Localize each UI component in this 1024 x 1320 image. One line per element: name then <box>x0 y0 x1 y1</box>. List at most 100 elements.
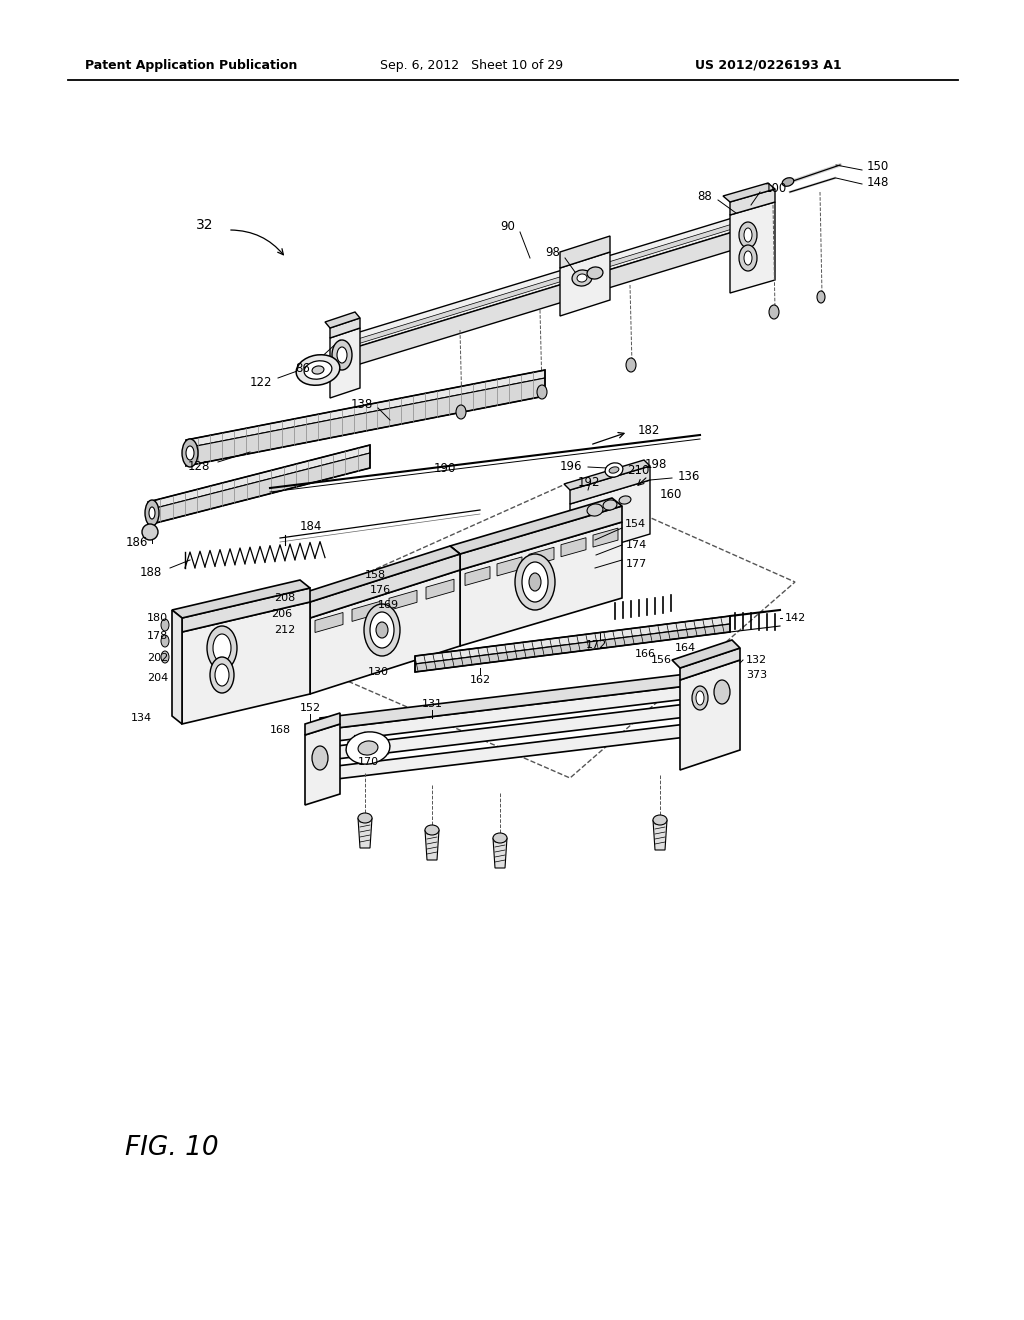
Polygon shape <box>172 579 310 618</box>
Polygon shape <box>493 838 507 869</box>
Ellipse shape <box>620 496 631 504</box>
Text: 132: 132 <box>746 655 767 665</box>
Polygon shape <box>730 202 775 293</box>
Polygon shape <box>300 546 460 602</box>
Polygon shape <box>570 466 650 504</box>
Text: 156: 156 <box>651 655 672 665</box>
Text: 174: 174 <box>626 540 647 550</box>
Ellipse shape <box>346 731 390 764</box>
Text: 212: 212 <box>273 624 295 635</box>
Text: 198: 198 <box>645 458 668 471</box>
Ellipse shape <box>161 635 169 647</box>
Ellipse shape <box>653 814 667 825</box>
Polygon shape <box>680 648 740 680</box>
Text: 154: 154 <box>625 519 646 529</box>
Ellipse shape <box>364 605 400 656</box>
Ellipse shape <box>692 686 708 710</box>
Text: 210: 210 <box>627 463 649 477</box>
Polygon shape <box>450 498 622 554</box>
Ellipse shape <box>739 222 757 248</box>
Text: 184: 184 <box>300 520 323 533</box>
Ellipse shape <box>425 825 439 836</box>
Text: 86: 86 <box>295 362 310 375</box>
Text: 100: 100 <box>765 181 787 194</box>
Ellipse shape <box>142 524 158 540</box>
Polygon shape <box>450 546 460 645</box>
Polygon shape <box>182 602 310 723</box>
Text: 98: 98 <box>545 247 560 260</box>
Polygon shape <box>319 685 695 743</box>
Text: 182: 182 <box>638 424 660 437</box>
Ellipse shape <box>161 619 169 631</box>
Text: US 2012/0226193 A1: US 2012/0226193 A1 <box>695 58 842 71</box>
Ellipse shape <box>358 813 372 822</box>
Polygon shape <box>653 820 667 850</box>
Polygon shape <box>330 318 360 338</box>
Text: 172: 172 <box>586 640 606 649</box>
Text: 206: 206 <box>271 609 292 619</box>
Polygon shape <box>564 459 650 490</box>
Ellipse shape <box>312 366 324 374</box>
Polygon shape <box>593 528 618 546</box>
Text: 136: 136 <box>678 470 700 483</box>
Ellipse shape <box>587 267 603 279</box>
Polygon shape <box>389 590 417 610</box>
Polygon shape <box>348 214 768 346</box>
Ellipse shape <box>817 290 825 304</box>
Polygon shape <box>310 570 460 694</box>
Ellipse shape <box>515 554 555 610</box>
Text: 166: 166 <box>635 649 655 659</box>
Polygon shape <box>723 183 775 202</box>
Text: 162: 162 <box>469 675 490 685</box>
Text: 186: 186 <box>126 536 148 549</box>
Ellipse shape <box>215 664 229 686</box>
Polygon shape <box>340 209 772 350</box>
Polygon shape <box>300 594 310 694</box>
Polygon shape <box>672 640 740 668</box>
Ellipse shape <box>744 228 752 242</box>
Ellipse shape <box>358 741 378 755</box>
Text: 196: 196 <box>559 459 582 473</box>
Text: 169: 169 <box>378 601 398 610</box>
Text: 128: 128 <box>187 459 210 473</box>
Text: 208: 208 <box>273 593 295 603</box>
Polygon shape <box>497 557 522 576</box>
Ellipse shape <box>337 347 347 363</box>
Ellipse shape <box>577 275 587 282</box>
Polygon shape <box>182 587 310 632</box>
Polygon shape <box>319 723 695 781</box>
Ellipse shape <box>207 626 237 671</box>
Polygon shape <box>305 713 340 735</box>
Text: 90: 90 <box>500 220 515 234</box>
Polygon shape <box>305 723 340 805</box>
Polygon shape <box>310 554 460 618</box>
Ellipse shape <box>529 573 541 591</box>
Ellipse shape <box>605 463 623 477</box>
Text: 160: 160 <box>660 488 682 502</box>
Polygon shape <box>465 566 490 586</box>
Ellipse shape <box>456 405 466 418</box>
Polygon shape <box>561 537 586 557</box>
Ellipse shape <box>182 440 198 467</box>
Text: 122: 122 <box>250 375 272 388</box>
Ellipse shape <box>150 507 155 519</box>
Ellipse shape <box>572 271 592 286</box>
Text: 148: 148 <box>867 176 890 189</box>
Text: 192: 192 <box>578 475 600 488</box>
Ellipse shape <box>609 467 618 473</box>
Polygon shape <box>347 220 772 368</box>
Polygon shape <box>415 616 730 664</box>
Text: 134: 134 <box>131 713 152 723</box>
Ellipse shape <box>739 246 757 271</box>
Ellipse shape <box>587 504 603 516</box>
Polygon shape <box>730 189 775 215</box>
Polygon shape <box>186 378 545 466</box>
Polygon shape <box>425 830 439 861</box>
Ellipse shape <box>312 746 328 770</box>
Polygon shape <box>680 660 740 770</box>
Polygon shape <box>460 521 622 645</box>
Polygon shape <box>315 612 343 632</box>
Polygon shape <box>186 370 545 447</box>
Polygon shape <box>358 818 372 847</box>
Text: 158: 158 <box>365 570 386 579</box>
